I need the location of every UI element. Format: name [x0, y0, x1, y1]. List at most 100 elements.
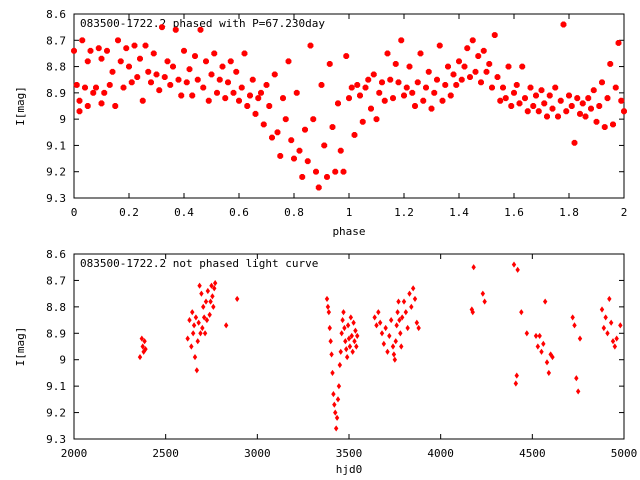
data-point [467, 74, 473, 81]
data-point [325, 303, 331, 310]
data-point [524, 330, 530, 337]
data-point [79, 37, 86, 44]
data-point [475, 53, 482, 60]
data-point [244, 103, 251, 109]
data-point [212, 285, 217, 292]
y-tick-label: 8.9 [46, 327, 66, 340]
data-point [318, 82, 325, 88]
data-point [230, 89, 237, 96]
data-point [335, 100, 341, 107]
y-tick-label: 8.8 [46, 61, 66, 74]
data-point [482, 298, 487, 305]
data-point [201, 314, 207, 321]
data-point [414, 79, 421, 86]
x-tick-label: 2500 [152, 447, 179, 460]
data-point [456, 58, 462, 65]
data-point [310, 116, 317, 123]
data-point [593, 118, 600, 125]
data-point [398, 330, 403, 337]
data-point [395, 79, 402, 86]
data-point [393, 338, 398, 345]
data-point [489, 84, 495, 91]
data-point [546, 369, 552, 377]
data-point [406, 63, 413, 70]
data-point [579, 100, 586, 107]
data-point [403, 84, 410, 91]
data-point [585, 95, 592, 102]
x-tick-label: 2 [621, 206, 628, 219]
data-point [192, 353, 198, 361]
y-tick-label: 9.1 [46, 139, 66, 152]
y-tick-label: 9.3 [46, 433, 66, 446]
data-point [187, 316, 192, 324]
data-point [76, 108, 83, 115]
data-point [390, 343, 396, 350]
data-point [84, 58, 91, 65]
data-point [381, 340, 387, 347]
data-point [95, 45, 102, 52]
data-point [342, 324, 347, 332]
data-point [331, 390, 336, 398]
data-point [599, 306, 605, 313]
data-point [469, 37, 476, 44]
data-point [203, 298, 209, 305]
plot-frame [73, 13, 625, 199]
data-point [258, 89, 264, 96]
data-point [266, 103, 273, 109]
data-point [431, 89, 438, 96]
data-point [478, 79, 484, 86]
data-point [172, 26, 179, 33]
data-point [348, 314, 354, 321]
data-point [384, 50, 391, 57]
data-point [398, 37, 405, 44]
data-point [515, 266, 520, 273]
data-point [249, 76, 256, 83]
data-point [271, 71, 278, 78]
data-point [104, 47, 110, 54]
data-point [399, 343, 404, 350]
data-point [399, 314, 405, 321]
data-point [464, 45, 471, 52]
data-point [330, 369, 335, 377]
data-point [563, 108, 570, 115]
data-point [302, 126, 308, 133]
data-point [181, 47, 187, 54]
x-tick-label: 2000 [61, 447, 88, 460]
data-point [145, 68, 152, 75]
data-point [343, 338, 348, 345]
y-tick-label: 8.8 [46, 301, 66, 314]
data-point [82, 84, 88, 91]
data-point [351, 319, 356, 326]
data-point [196, 319, 201, 326]
data-point [238, 84, 245, 91]
data-point [334, 414, 340, 421]
data-point [560, 21, 567, 28]
data-point [197, 26, 204, 33]
data-point [354, 82, 361, 88]
data-point [601, 324, 607, 332]
data-point [416, 324, 421, 332]
data-point [546, 92, 553, 99]
data-point [109, 68, 116, 75]
data-point [568, 103, 575, 109]
x-tick-label: 1.2 [394, 206, 414, 219]
data-point [142, 42, 149, 49]
data-point [212, 279, 218, 287]
data-point [403, 309, 409, 316]
data-point [210, 293, 215, 300]
data-point [385, 348, 390, 355]
data-point [106, 82, 113, 88]
data-point [353, 327, 358, 334]
data-point [542, 298, 548, 305]
data-point [612, 84, 619, 91]
data-point [614, 335, 619, 342]
data-point [550, 353, 555, 361]
data-point [350, 348, 355, 355]
data-point [143, 346, 148, 353]
data-point [577, 335, 583, 342]
data-point [115, 37, 121, 44]
data-point [544, 359, 550, 366]
data-point [326, 60, 333, 67]
data-point [137, 55, 143, 62]
data-point [87, 47, 94, 54]
